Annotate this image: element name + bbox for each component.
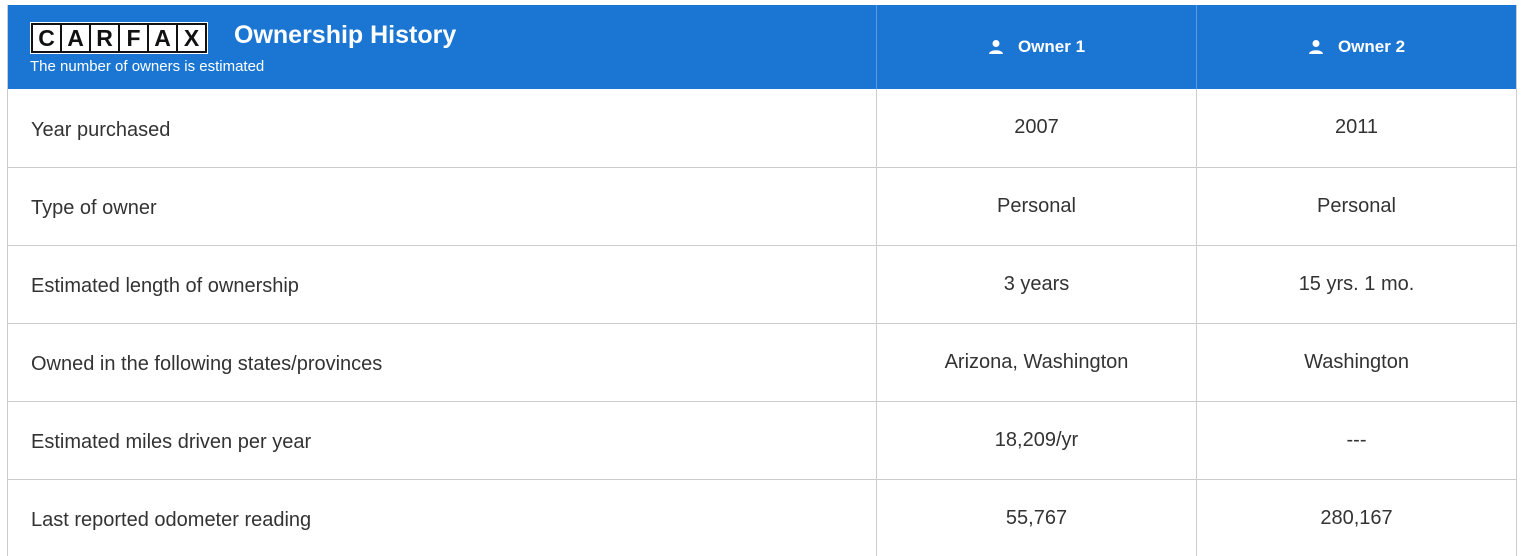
- cell-value: 18,209/yr: [877, 402, 1197, 479]
- title: Ownership History: [234, 21, 457, 49]
- owner-label: Owner 1: [1017, 37, 1086, 56]
- table-row: Type of owner Personal Personal: [8, 167, 1516, 245]
- subtitle: The number of owners is estimated: [30, 58, 265, 75]
- cell-value: 2007: [877, 89, 1197, 167]
- row-label: Type of owner: [8, 168, 877, 245]
- person-icon: [988, 40, 1003, 54]
- cell-value: ---: [1346, 429, 1367, 451]
- logo-letter: A: [62, 25, 89, 51]
- row-label: Last reported odometer reading: [8, 480, 877, 556]
- cell-value: Personal: [1317, 195, 1396, 217]
- cell-value: Personal: [877, 168, 1197, 245]
- cell-value: 2011: [1334, 116, 1378, 138]
- owner-header: Owner 1: [877, 5, 1197, 89]
- cell-value: Arizona, Washington: [877, 324, 1197, 401]
- logo-letter: R: [91, 25, 118, 51]
- row-label: Owned in the following states/provinces: [8, 324, 877, 401]
- table-row: Estimated miles driven per year 18,209/yr…: [8, 401, 1516, 479]
- person-icon: [1308, 40, 1323, 54]
- table-row: Year purchased 2007 2011: [8, 89, 1516, 167]
- logo-letter: C: [33, 25, 60, 51]
- logo-letter: F: [120, 25, 147, 51]
- cell-value: 3 years: [877, 246, 1197, 323]
- row-label: Year purchased: [8, 89, 877, 167]
- cell-value: 55,767: [877, 480, 1197, 556]
- table-row: Last reported odometer reading 55,767 280,…: [8, 479, 1516, 556]
- cell-value: 15 yrs. 1 mo.: [1298, 273, 1415, 295]
- cell-value: 280,167: [1320, 507, 1393, 529]
- logo-letter: X: [178, 25, 205, 51]
- row-label: Estimated length of ownership: [8, 246, 877, 323]
- logo-letter: A: [149, 25, 176, 51]
- table-row: Owned in the following states/provinces A…: [8, 323, 1516, 401]
- cell-value: Washington: [1304, 351, 1409, 373]
- table-row: Estimated length of ownership 3 years 15 y…: [8, 245, 1516, 323]
- owner-label: Owner 2: [1337, 37, 1406, 56]
- table-body: Year purchased 2007 2011 Type of owner Perso…: [8, 89, 1516, 556]
- owner-header: Owner 2: [1197, 5, 1516, 89]
- row-label: Estimated miles driven per year: [8, 402, 877, 479]
